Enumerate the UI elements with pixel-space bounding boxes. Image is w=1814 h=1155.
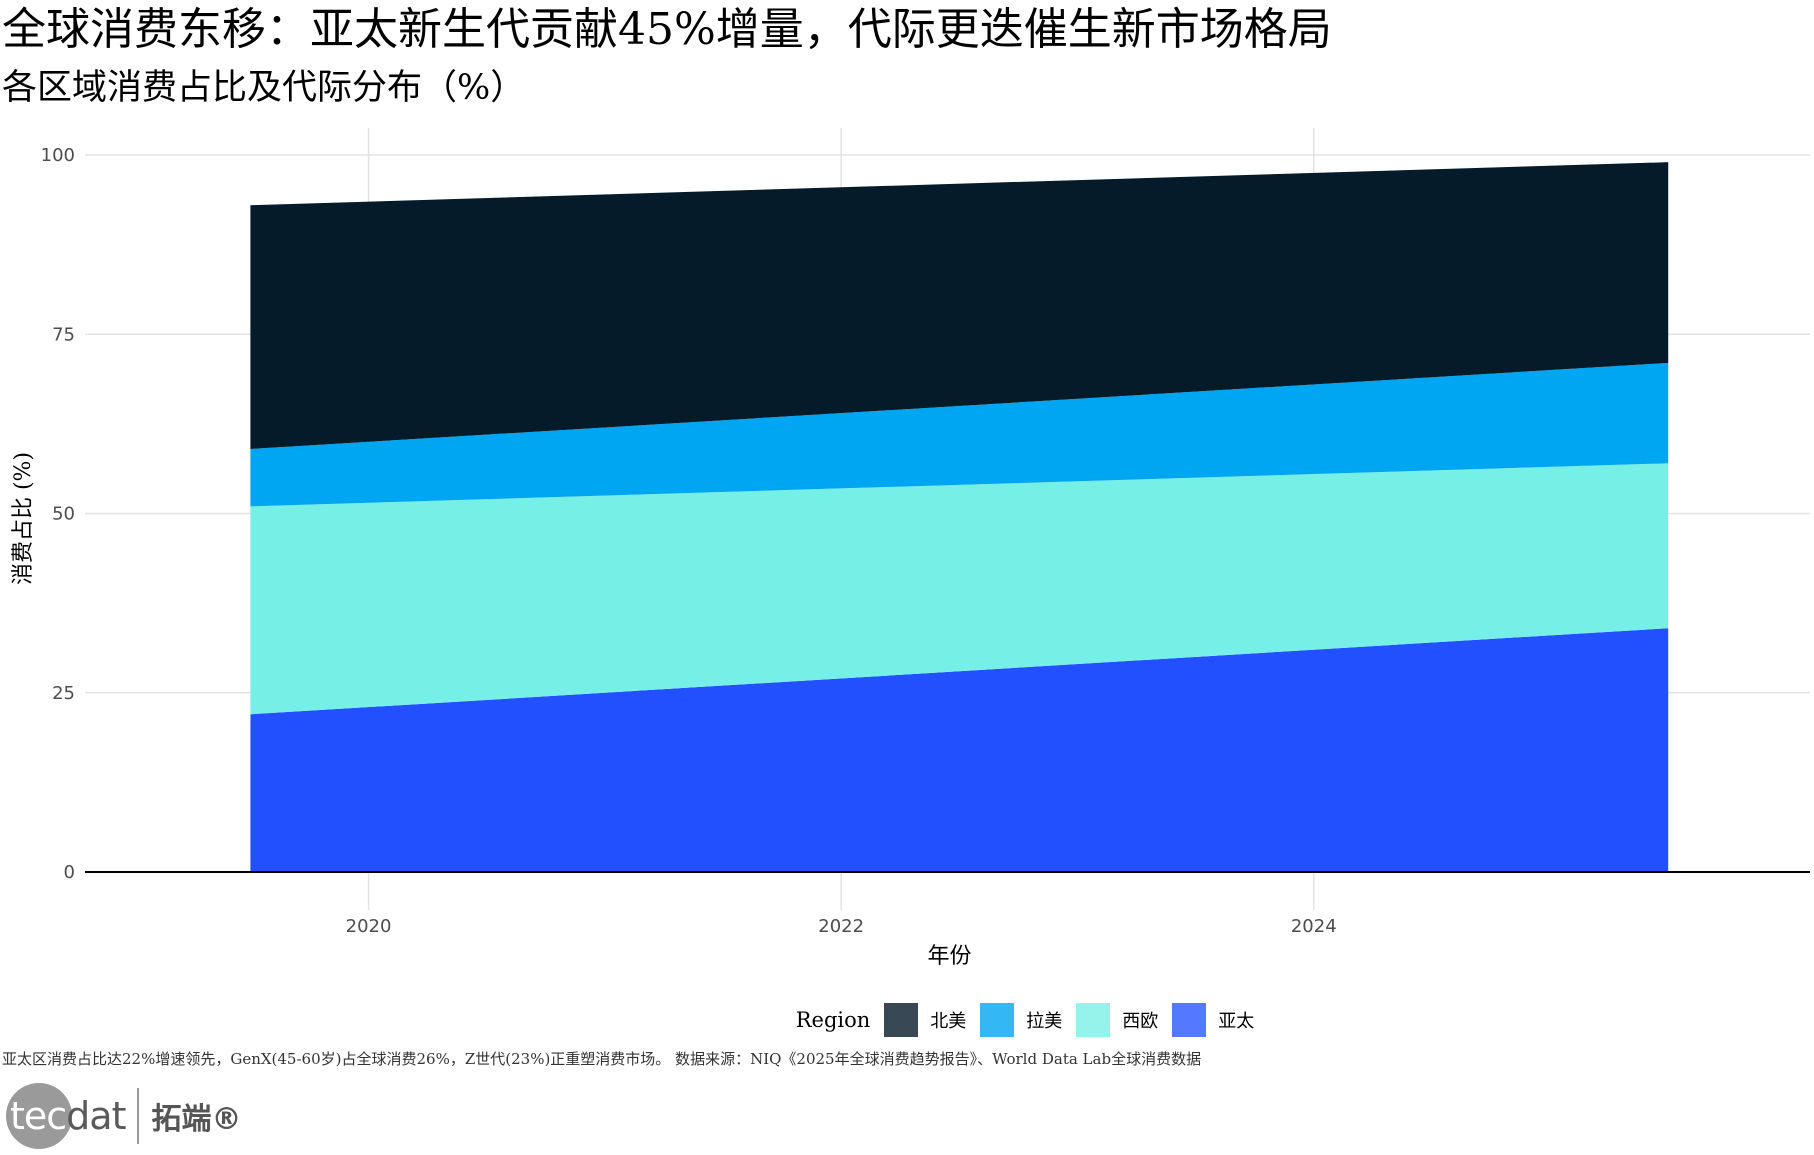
logo-wordmark: tecdat bbox=[6, 1094, 126, 1138]
y-tick-label: 25 bbox=[52, 683, 75, 704]
x-tick-label: 2022 bbox=[818, 916, 864, 937]
y-axis-title: 消费占比 (%) bbox=[11, 452, 36, 585]
stacked-area-chart: 0 25 50 75 100 2020 2022 2024 年份 消费占比 (%) bbox=[11, 128, 1810, 969]
x-tick-label: 2020 bbox=[346, 916, 392, 937]
logo-dat: dat bbox=[66, 1094, 126, 1138]
area-拉美 bbox=[250, 362, 1669, 507]
legend-swatch bbox=[1076, 1003, 1111, 1037]
y-tick-label: 100 bbox=[41, 145, 75, 166]
legend-label: 拉美 bbox=[1026, 1011, 1063, 1032]
legend-items: 北美 拉美 西欧 亚太 bbox=[884, 1003, 1268, 1037]
legend: Region 北美 拉美 西欧 亚太 bbox=[0, 1001, 1814, 1039]
y-tick-label: 0 bbox=[64, 862, 75, 883]
logo-divider bbox=[137, 1088, 140, 1144]
x-tick-label: 2024 bbox=[1291, 916, 1337, 937]
x-axis-title: 年份 bbox=[927, 944, 971, 969]
legend-title: Region bbox=[795, 1008, 871, 1032]
logo-circle bbox=[6, 1083, 72, 1149]
logo-tec: tec bbox=[10, 1094, 67, 1138]
legend-swatch bbox=[884, 1003, 919, 1037]
logo-cn: 拓端® bbox=[151, 1102, 242, 1137]
legend-item-西欧: 西欧 bbox=[1076, 1003, 1158, 1037]
area-亚太 bbox=[250, 628, 1669, 872]
area-西欧 bbox=[250, 463, 1669, 715]
legend-item-拉美: 拉美 bbox=[980, 1003, 1062, 1037]
chart-title: 全球消费东移：亚太新生代贡献45%增量，代际更迭催生新市场格局 bbox=[2, 4, 1332, 55]
legend-item-亚太: 亚太 bbox=[1172, 1003, 1254, 1037]
legend-swatch bbox=[980, 1003, 1015, 1037]
legend-swatch bbox=[1172, 1003, 1207, 1037]
y-tick-label: 50 bbox=[52, 504, 75, 525]
tecdat-logo: tecdat 拓端® bbox=[6, 1081, 241, 1151]
legend-label: 亚太 bbox=[1218, 1011, 1255, 1032]
chart-caption: 亚太区消费占比达22%增速领先，GenX(45-60岁)占全球消费26%，Z世代… bbox=[2, 1050, 1202, 1068]
chart-subtitle: 各区域消费占比及代际分布（%） bbox=[2, 68, 526, 108]
y-tick-label: 75 bbox=[52, 324, 75, 345]
legend-item-北美: 北美 bbox=[884, 1003, 966, 1037]
legend-label: 北美 bbox=[930, 1011, 967, 1032]
area-北美 bbox=[250, 162, 1669, 449]
legend-label: 西欧 bbox=[1122, 1011, 1159, 1032]
